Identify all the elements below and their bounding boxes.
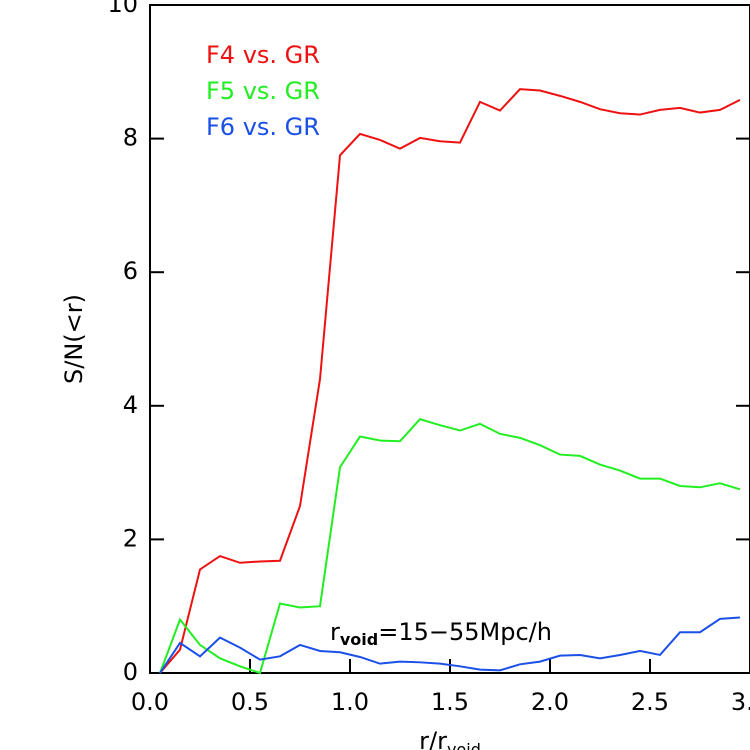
legend-entry: F5 vs. GR <box>206 77 320 105</box>
x-tick-label: 1.5 <box>431 688 469 716</box>
x-tick-label: 0.5 <box>231 688 269 716</box>
x-tick-label: 2.0 <box>531 688 569 716</box>
x-tick-label: 1.0 <box>331 688 369 716</box>
y-tick-label: 4 <box>123 391 138 419</box>
legend-entry: F6 vs. GR <box>206 113 320 141</box>
annotation-main: r <box>330 618 340 646</box>
x-axis-label: r/rvoid <box>419 727 481 750</box>
y-tick-label: 0 <box>123 658 138 686</box>
legend-entry: F4 vs. GR <box>206 41 320 69</box>
annotation-sub: void <box>340 630 378 649</box>
y-axis-label: S/N(<r) <box>60 294 88 384</box>
data-line <box>159 418 741 675</box>
y-tick-label: 6 <box>123 257 138 285</box>
y-tick-label: 10 <box>107 0 138 18</box>
x-tick-label: 3.0 <box>731 688 750 716</box>
annotation-suffix: =15−55Mpc/h <box>378 618 552 646</box>
y-tick-label: 8 <box>123 124 138 152</box>
x-axis-label-sub: void <box>447 740 481 750</box>
x-tick-label: 0.0 <box>131 688 169 716</box>
data-line <box>159 616 741 674</box>
data-line <box>159 88 741 674</box>
x-axis-label-main: r/r <box>419 727 447 750</box>
plot-frame <box>149 4 750 674</box>
x-tick-label: 2.5 <box>631 688 669 716</box>
y-tick-label: 2 <box>123 524 138 552</box>
annotation: rvoid=15−55Mpc/h <box>330 618 552 649</box>
